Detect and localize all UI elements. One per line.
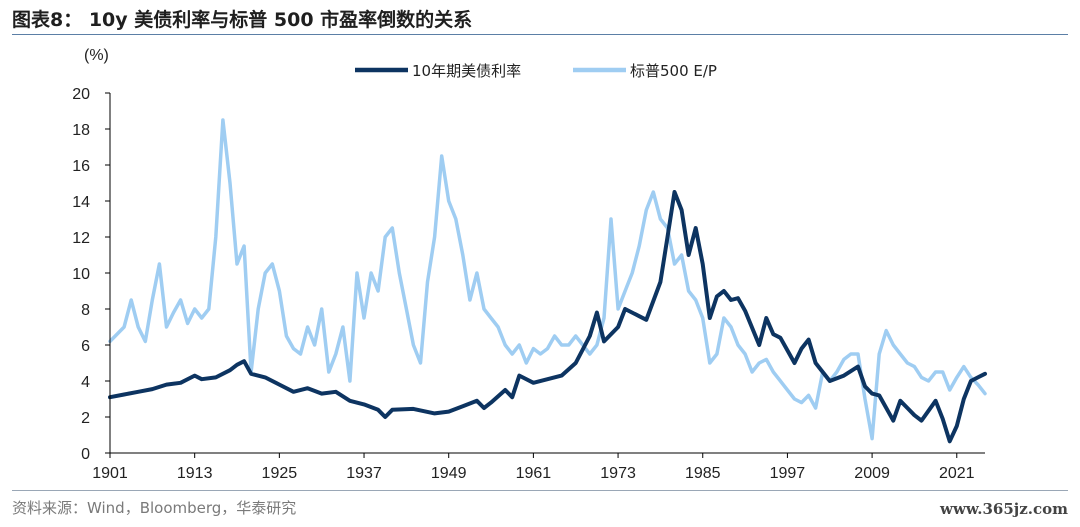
legend-label-ep: 标普500 E/P [630,62,717,80]
y-tick-label-1: 2 [81,410,90,427]
x-tick-label-4: 1949 [431,465,467,482]
x-tick-label-2: 1925 [262,465,298,482]
y-axis-unit-label: (%) [84,47,109,64]
x-tick-label-3: 1937 [346,465,382,482]
legend: 10年期美债利率 标普500 E/P [355,62,717,80]
y-tick-label-7: 14 [72,194,90,211]
y-tick-label-9: 18 [72,122,90,139]
x-tick-label-9: 2009 [854,465,890,482]
y-axis: 0 2 4 6 8 10 12 14 16 18 20 [72,86,110,463]
title-divider [12,34,1068,35]
series-layer [108,118,987,444]
y-tick-label-8: 16 [72,158,90,175]
source-divider [12,490,1068,491]
y-tick-label-5: 10 [72,266,90,283]
y-tick-label-6: 12 [72,230,90,247]
watermark-text: www.365jz.com [940,500,1068,518]
y-tick-label-2: 4 [81,374,90,391]
y-tick-label-0: 0 [81,446,90,463]
x-tick-label-7: 1985 [685,465,721,482]
legend-label-treasury: 10年期美债利率 [412,62,521,80]
x-tick-label-10: 2021 [939,465,975,482]
series-line-treasury [108,190,987,444]
x-tick-label-0: 1901 [92,465,128,482]
source-note: 资料来源：Wind，Bloomberg，华泰研究 [12,499,297,517]
series-line-ep [108,118,987,441]
chart-title: 图表8： 10y 美债利率与标普 500 市盈率倒数的关系 [12,9,473,31]
x-tick-label-1: 1913 [177,465,213,482]
y-tick-label-10: 20 [72,86,90,103]
x-tick-label-6: 1973 [600,465,636,482]
y-tick-label-4: 8 [81,302,90,319]
x-axis: 1901 1913 1925 1937 1949 1961 1973 1985 1997 2009… [92,453,975,482]
x-tick-label-5: 1961 [516,465,552,482]
y-tick-label-3: 6 [81,338,90,355]
x-tick-label-8: 1997 [770,465,806,482]
